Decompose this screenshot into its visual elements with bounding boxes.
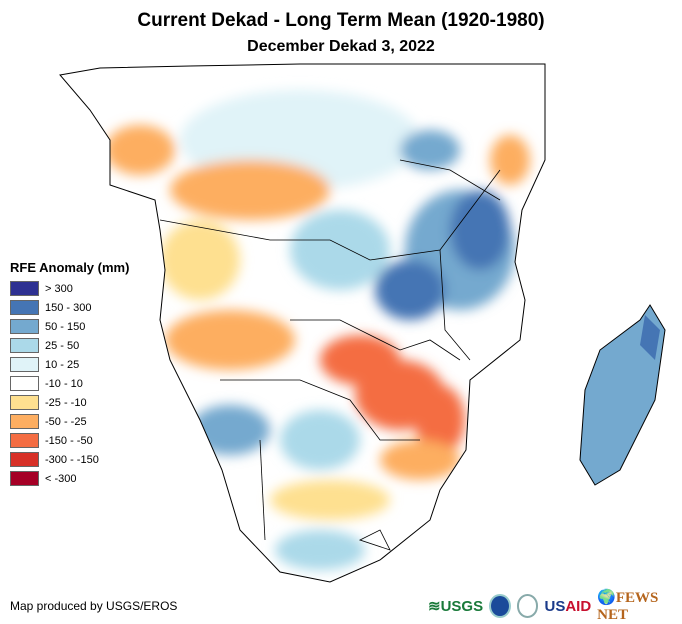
madagascar (579, 304, 666, 486)
legend-swatch (10, 300, 39, 315)
legend-swatch (10, 357, 39, 372)
legend-swatch (10, 414, 39, 429)
legend-item: 150 - 300 (10, 298, 129, 317)
legend: RFE Anomaly (mm) > 300 150 - 300 50 - 150 2… (10, 260, 129, 488)
legend-label: 50 - 150 (45, 320, 86, 333)
legend-item: 50 - 150 (10, 317, 129, 336)
legend-item: -25 - -10 (10, 393, 129, 412)
usaid-seal (516, 594, 539, 618)
legend-label: < -300 (45, 472, 77, 485)
legend-label: > 300 (45, 282, 73, 295)
legend-swatch (10, 395, 39, 410)
legend-swatch (10, 281, 39, 296)
usgs-logo: ≋USGS (428, 598, 484, 615)
legend-label: 10 - 25 (45, 358, 80, 371)
legend-label: -300 - -150 (45, 453, 99, 466)
legend-item: 10 - 25 (10, 355, 129, 374)
legend-item: -300 - -150 (10, 450, 129, 469)
country-borders (159, 159, 501, 551)
map-title: Current Dekad - Long Term Mean (1920-198… (137, 10, 545, 31)
legend-label: 25 - 50 (45, 339, 80, 352)
legend-swatch (10, 376, 39, 391)
legend-swatch (10, 471, 39, 486)
legend-label: -150 - -50 (45, 434, 93, 447)
legend-label: -25 - -10 (45, 396, 87, 409)
legend-item: -10 - 10 (10, 374, 129, 393)
legend-label: -10 - 10 (45, 377, 83, 390)
usaid-logo: USAID (544, 597, 592, 615)
logos: ≋USGS USAID 🌍FEWS NET (428, 588, 682, 624)
legend-label: -50 - -25 (45, 415, 87, 428)
fewsnet-logo: 🌍FEWS NET (597, 590, 659, 623)
legend-swatch (10, 319, 39, 334)
legend-swatch (10, 338, 39, 353)
legend-item: > 300 (10, 279, 129, 298)
legend-title: RFE Anomaly (mm) (10, 260, 130, 275)
legend-item: < -300 (10, 469, 129, 488)
credit-text: Map produced by USGS/EROS (10, 599, 178, 613)
legend-item: -50 - -25 (10, 412, 129, 431)
legend-label: 150 - 300 (45, 301, 92, 314)
legend-swatch (10, 433, 39, 448)
legend-item: 25 - 50 (10, 336, 129, 355)
noaa-logo (489, 594, 511, 618)
map-subtitle: December Dekad 3, 2022 (247, 38, 435, 55)
legend-swatch (10, 452, 39, 467)
legend-item: -150 - -50 (10, 431, 129, 450)
